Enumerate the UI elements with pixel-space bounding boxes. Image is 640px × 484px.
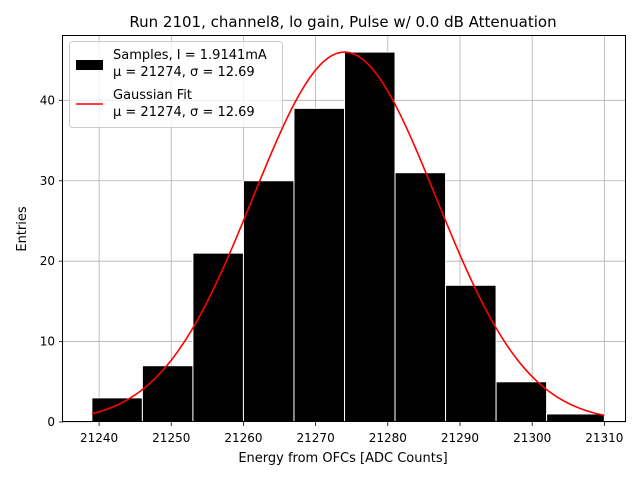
x-tick-label-2: 21260 — [224, 431, 262, 445]
histogram-bar-3 — [242, 180, 295, 423]
y-axis-label: Entries — [15, 206, 30, 252]
gaussian-fit-line — [91, 51, 605, 417]
y-axis: 0 10 20 30 40 — [40, 93, 63, 429]
y-tick-label-4: 40 — [40, 93, 55, 107]
legend: Samples, I = 1.9141mA μ = 21274, σ = 12.… — [69, 41, 283, 128]
gaussian-fit-layer — [91, 51, 605, 417]
histogram-bar-6 — [394, 172, 447, 423]
histogram-bar-7 — [445, 284, 497, 423]
x-axis-label: Energy from OFCs [ADC Counts] — [238, 451, 447, 466]
plot-frame — [62, 35, 626, 422]
x-tick-label-7: 21310 — [585, 431, 623, 445]
y-tick-label-3: 30 — [40, 174, 55, 188]
legend-fit-label-line2: μ = 21274, σ = 12.69 — [113, 105, 255, 120]
histogram-bar-8 — [495, 381, 548, 423]
y-tick-label-1: 10 — [40, 335, 55, 349]
histogram-bar-9 — [546, 413, 605, 423]
y-tick-label-0: 0 — [47, 415, 55, 429]
x-tick-label-5: 21290 — [441, 431, 479, 445]
legend-samples-label-line1: Samples, I = 1.9141mA — [113, 48, 267, 63]
x-tick-label-0: 21240 — [80, 431, 118, 445]
legend-box — [69, 41, 283, 128]
legend-fit-label-line1: Gaussian Fit — [113, 88, 192, 103]
x-tick-label-4: 21280 — [369, 431, 407, 445]
legend-samples-label-line2: μ = 21274, σ = 12.69 — [113, 65, 255, 80]
histogram-bar-4 — [293, 107, 346, 423]
histogram-bar-0 — [91, 397, 143, 423]
y-tick-label-2: 20 — [40, 254, 55, 268]
x-tick-label-1: 21250 — [152, 431, 190, 445]
x-tick-label-6: 21300 — [513, 431, 551, 445]
legend-samples-swatch — [76, 60, 103, 70]
chart-title: Run 2101, channel8, lo gain, Pulse w/ 0.… — [129, 13, 556, 31]
histogram-bar-1 — [141, 365, 194, 423]
histogram-bar-5 — [344, 51, 396, 423]
x-tick-label-3: 21270 — [297, 431, 335, 445]
x-axis: 21240 21250 21260 21270 21280 21290 21300 21310 — [80, 422, 623, 445]
histogram-bar-2 — [192, 252, 244, 423]
